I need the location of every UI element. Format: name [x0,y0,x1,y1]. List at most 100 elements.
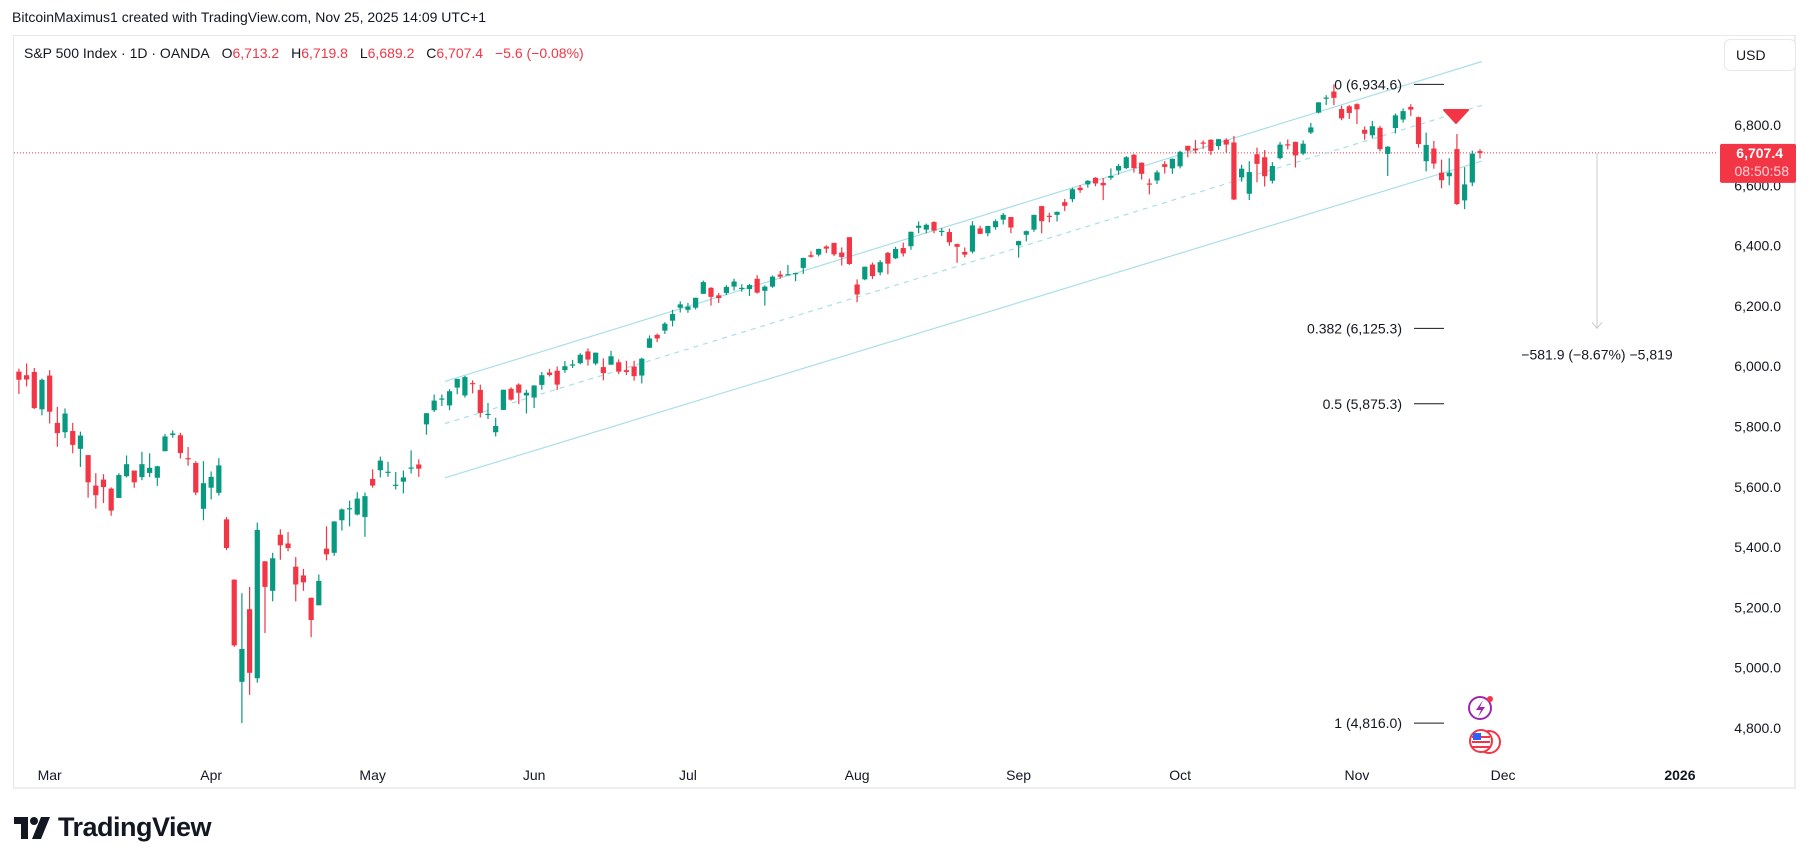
candle [308,597,314,638]
candle [1062,198,1068,211]
candle-body [946,232,952,243]
candle-body [31,371,37,409]
candle [754,275,760,294]
candle-body [416,464,422,469]
candle [992,219,999,230]
candle [716,292,722,303]
x-axis-tick-label: Jul [679,767,697,783]
candle [1246,161,1252,201]
candle [585,348,591,366]
y-axis-tick-label: 6,000.0 [1734,358,1781,374]
candle [1300,140,1306,156]
candle [846,237,853,265]
candle-body [1423,144,1429,162]
candle-body [477,390,483,413]
candle [1008,216,1014,234]
candle-body [177,435,183,454]
candle-body [1,332,6,362]
x-axis-tick-label: Aug [845,767,870,783]
candle-body [200,483,207,509]
fib-level-label: 1 (4,816.0) [1334,715,1402,731]
candle-body [1277,144,1283,159]
candle-body [762,286,768,291]
candle-body [370,478,376,486]
candle [493,417,499,437]
candle-body [693,297,699,308]
candle [216,458,222,496]
currency-button[interactable]: USD [1724,39,1796,71]
candle [523,389,530,414]
candle [200,461,207,521]
candle-body [1438,172,1445,181]
candle-body [1192,148,1199,151]
candle [708,287,714,306]
candle [577,353,583,365]
candle [1108,168,1114,180]
candle-body [877,262,883,273]
candle-body [346,508,353,510]
candle [462,375,468,398]
candle [1254,147,1260,183]
candle [1292,141,1299,168]
tradingview-logo[interactable]: TradingView [14,812,212,843]
candle [1315,102,1322,114]
candle-body [646,338,653,348]
x-axis-tick-label: Oct [1169,767,1191,783]
candle [685,302,691,313]
candle [1200,140,1206,149]
candle-body [1054,211,1060,215]
candle-body [147,467,153,473]
candle-body [593,352,599,364]
candle [769,275,776,288]
candle [54,406,60,447]
flag-stripe [1472,746,1490,748]
candle-body [1462,184,1468,201]
candle [1369,121,1375,139]
candle [1239,164,1245,182]
candle-body [1292,141,1299,156]
candle-body [362,496,368,517]
us-flag-event-icon[interactable] [1469,729,1501,754]
symbol-title[interactable]: S&P 500 Index · 1D · OANDA [24,45,210,61]
candle [693,297,699,310]
candle [1131,153,1137,173]
candle-body [1062,202,1068,206]
candle [1192,140,1199,154]
candle [123,455,130,478]
candle-body [1000,214,1006,220]
candle-body [1031,214,1037,230]
y-axis-tick-label: 5,400.0 [1734,539,1781,555]
candle-body [439,398,445,400]
x-axis-tick-label: Nov [1345,767,1370,783]
candle-body [400,477,406,482]
candle [569,359,576,369]
candle-body [1115,166,1122,171]
logo-text: TradingView [58,812,212,842]
candle [669,309,676,327]
candle [1085,180,1091,188]
candle-body [1331,91,1337,98]
candle [93,473,99,509]
lightning-event-icon[interactable] [1468,696,1493,720]
candle-body [508,388,514,400]
candle-body [100,479,107,488]
candle [331,521,337,556]
candle-body [608,356,614,365]
channel-middle-line [444,104,1483,425]
candle [162,434,168,452]
notification-dot [1487,696,1493,702]
candle [39,378,45,416]
candle [1185,145,1191,158]
candle-body [308,597,314,621]
candle [1385,146,1391,176]
candle [446,389,453,411]
candle [762,285,768,306]
candle [385,461,391,477]
fib-level-label: 0.382 (6,125.3) [1307,320,1402,336]
candle [646,335,653,349]
candle-body [639,358,645,376]
candle-body [654,334,660,339]
candle-body [1200,142,1206,144]
candle [470,380,476,394]
